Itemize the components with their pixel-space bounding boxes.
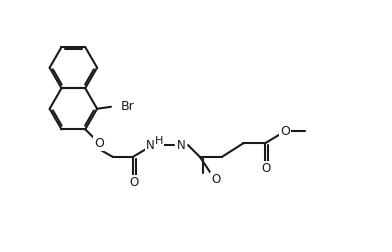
- Text: O: O: [261, 162, 271, 175]
- Text: N: N: [146, 139, 155, 152]
- Text: N: N: [177, 139, 185, 152]
- Text: O: O: [211, 173, 220, 186]
- Text: Br: Br: [121, 100, 134, 113]
- Text: H: H: [154, 136, 163, 146]
- Text: O: O: [280, 125, 290, 138]
- Text: O: O: [129, 176, 138, 189]
- Text: O: O: [94, 137, 104, 150]
- Text: H: H: [176, 145, 185, 155]
